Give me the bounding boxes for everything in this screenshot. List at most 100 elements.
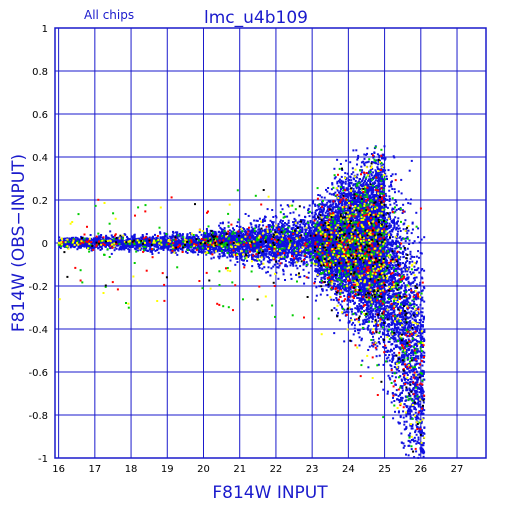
data-point xyxy=(421,409,424,412)
data-point xyxy=(408,306,411,309)
chart-title: lmc_u4b109 xyxy=(204,8,308,28)
data-point xyxy=(416,415,419,418)
data-point xyxy=(330,193,333,196)
data-point xyxy=(269,274,272,277)
data-point xyxy=(378,204,381,207)
data-point xyxy=(375,328,378,331)
data-point xyxy=(411,340,414,343)
data-point xyxy=(410,198,412,201)
data-point xyxy=(407,382,410,385)
data-point xyxy=(159,231,162,234)
data-point xyxy=(198,247,201,250)
data-point xyxy=(262,218,264,221)
data-point xyxy=(279,233,282,236)
data-point xyxy=(335,308,338,311)
data-point xyxy=(381,255,384,258)
data-point xyxy=(206,229,209,232)
data-point xyxy=(381,331,384,334)
data-point xyxy=(318,213,320,216)
data-point xyxy=(336,189,339,192)
data-point xyxy=(347,185,350,188)
data-point xyxy=(261,267,264,270)
data-point xyxy=(386,232,389,235)
data-points xyxy=(57,145,426,459)
data-point xyxy=(263,249,266,252)
data-point xyxy=(372,282,375,285)
data-point xyxy=(363,220,366,223)
data-point xyxy=(191,248,194,251)
data-point xyxy=(315,217,317,220)
data-point xyxy=(252,258,255,261)
data-point xyxy=(128,244,131,247)
data-point xyxy=(237,253,240,256)
data-point xyxy=(312,216,315,219)
data-point xyxy=(408,387,411,390)
data-point xyxy=(360,312,363,315)
data-point xyxy=(377,160,380,163)
data-point xyxy=(413,319,416,322)
data-point xyxy=(399,258,401,261)
data-point xyxy=(363,173,366,176)
data-point xyxy=(359,200,361,203)
data-point xyxy=(402,318,405,321)
data-point xyxy=(221,251,224,254)
data-point xyxy=(336,180,339,183)
data-point xyxy=(307,209,309,212)
data-point xyxy=(400,432,403,435)
data-point xyxy=(223,249,225,251)
data-point xyxy=(363,175,366,178)
data-point xyxy=(414,381,417,384)
data-point xyxy=(336,182,339,185)
data-point xyxy=(408,371,411,374)
data-point xyxy=(220,228,223,231)
data-point xyxy=(262,258,265,261)
data-point xyxy=(276,229,279,232)
data-point xyxy=(259,255,262,258)
data-point xyxy=(329,282,332,285)
data-point xyxy=(376,194,379,196)
data-point xyxy=(410,341,412,344)
data-point xyxy=(402,363,405,366)
data-point xyxy=(392,252,395,255)
data-point xyxy=(288,248,291,251)
data-point xyxy=(397,395,400,398)
data-point xyxy=(345,290,348,293)
data-point xyxy=(378,230,381,233)
data-point xyxy=(314,299,317,302)
data-point xyxy=(408,297,411,300)
data-point xyxy=(385,357,388,360)
data-point xyxy=(385,281,388,284)
data-point xyxy=(288,234,291,237)
data-point xyxy=(415,375,418,378)
data-point xyxy=(408,370,411,373)
data-point xyxy=(398,370,401,372)
data-point xyxy=(132,245,135,248)
data-point xyxy=(105,236,108,238)
data-point xyxy=(372,338,375,341)
data-point xyxy=(395,228,398,231)
data-point xyxy=(383,262,386,265)
data-point xyxy=(331,263,334,266)
data-point xyxy=(394,191,396,194)
data-point xyxy=(338,253,341,256)
data-point xyxy=(334,202,337,205)
data-point xyxy=(370,309,372,312)
data-point xyxy=(423,371,425,374)
data-point xyxy=(347,299,350,302)
data-point xyxy=(349,288,352,291)
data-point xyxy=(238,232,241,235)
data-point xyxy=(385,307,388,310)
data-point xyxy=(389,225,392,228)
data-point xyxy=(282,226,285,229)
data-point xyxy=(275,225,278,228)
data-point xyxy=(358,197,361,200)
data-point xyxy=(72,236,75,239)
data-point xyxy=(331,182,334,185)
data-point xyxy=(409,441,412,444)
data-point xyxy=(392,338,395,341)
data-point xyxy=(366,283,369,286)
data-point xyxy=(382,183,385,185)
data-point xyxy=(390,224,393,227)
data-point xyxy=(405,420,408,423)
data-point xyxy=(399,385,402,388)
